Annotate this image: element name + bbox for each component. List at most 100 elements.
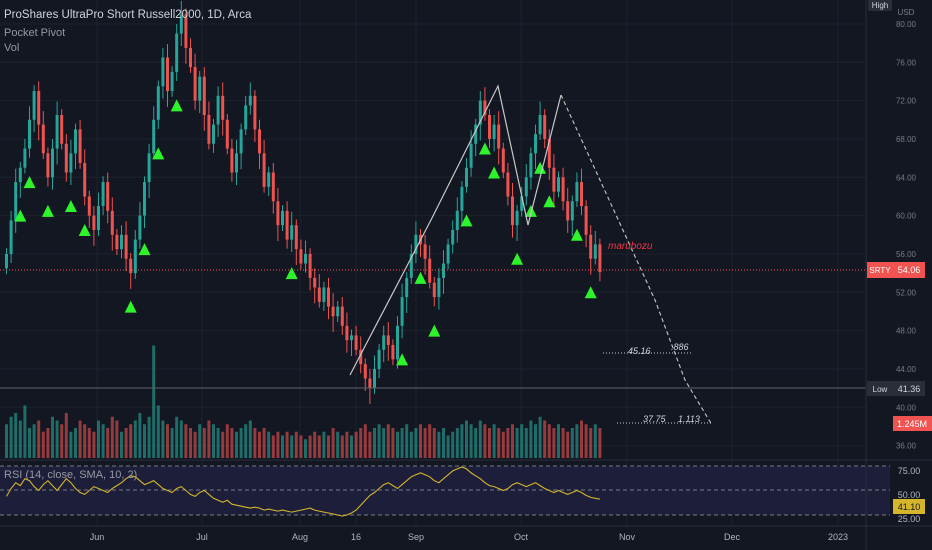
pocket-pivot-marker xyxy=(570,228,583,241)
candle-body xyxy=(285,210,289,240)
candle-body xyxy=(147,153,151,183)
candle-body xyxy=(212,124,215,144)
pocket-pivot-signals xyxy=(14,99,597,366)
volume-bar xyxy=(202,428,206,458)
pocket-pivot-marker xyxy=(152,147,165,160)
chart-title[interactable]: ProShares UltraPro Short Russell2000, 1D… xyxy=(4,9,252,21)
candle-body xyxy=(281,210,284,226)
volume-bar xyxy=(285,431,289,458)
low-value: 41.36 xyxy=(898,384,921,394)
volume-bar xyxy=(566,431,570,458)
volume-bar xyxy=(584,424,588,458)
symbol-name: ProShares UltraPro Short Russell2000 xyxy=(4,9,201,21)
volume-bar xyxy=(400,428,404,458)
volume-bar xyxy=(419,424,422,458)
low-badge xyxy=(867,381,893,396)
volume-bar xyxy=(138,413,142,458)
volume-bar xyxy=(363,424,367,458)
candle-body xyxy=(198,76,202,101)
volume-bar xyxy=(51,416,54,458)
volume-bar xyxy=(267,431,271,458)
price-tick-label: 40.00 xyxy=(896,403,917,412)
candle-body xyxy=(557,177,560,192)
candle-body xyxy=(276,201,280,226)
candle-body xyxy=(331,306,335,317)
candle-body xyxy=(143,182,146,216)
rsi-line xyxy=(6,466,601,517)
price-tick-label: 72.00 xyxy=(896,97,917,106)
candle-body xyxy=(179,14,183,34)
pocket-pivot-marker xyxy=(124,300,137,313)
rsi-lower-label: 25.00 xyxy=(898,514,921,524)
volume-bar xyxy=(442,428,445,458)
candle-body xyxy=(524,177,528,197)
candle-body xyxy=(271,172,275,202)
candle-body xyxy=(511,196,514,226)
candle-body xyxy=(110,210,114,235)
symbol-badge-label: SRTY xyxy=(869,266,891,275)
pocket-pivot-marker xyxy=(488,166,501,179)
volume-bar xyxy=(345,431,349,458)
volume-bar xyxy=(451,431,455,458)
volume-bar xyxy=(368,431,372,458)
candle-body xyxy=(253,95,257,130)
candle-body xyxy=(184,14,188,48)
candle-body xyxy=(368,378,372,389)
volume-bar xyxy=(198,424,202,458)
time-axis[interactable]: Jun Jul Aug 16 Sep Oct Nov Dec 2023 xyxy=(90,532,848,542)
candle-body xyxy=(506,172,510,197)
candle-body xyxy=(552,167,556,192)
volume-bar xyxy=(216,428,220,458)
candle-body xyxy=(575,182,579,202)
volume-bar xyxy=(156,405,160,458)
candlestick-series xyxy=(5,0,602,404)
candle-body xyxy=(437,277,441,298)
rsi-upper-label: 75.00 xyxy=(898,466,921,476)
volume-bar xyxy=(552,428,556,458)
volume-bar xyxy=(460,424,464,458)
candle-body xyxy=(350,335,353,341)
candle-body xyxy=(340,306,344,326)
candle-body xyxy=(235,153,238,173)
volume-bar xyxy=(474,428,478,458)
candle-body xyxy=(97,206,100,230)
volume-bar xyxy=(589,428,593,458)
volume-bar xyxy=(41,431,45,458)
candle-body xyxy=(37,91,41,125)
time-tick-label: 16 xyxy=(351,532,361,542)
candle-body xyxy=(598,244,602,273)
candle-body xyxy=(317,287,321,302)
volume-bar xyxy=(511,424,514,458)
candle-body xyxy=(391,345,395,360)
candle-body xyxy=(593,244,597,259)
candle-body xyxy=(248,95,252,106)
price-tick-label: 56.00 xyxy=(896,250,917,259)
volume-bar xyxy=(179,420,183,458)
volume-bar xyxy=(18,420,22,458)
volume-bar xyxy=(9,416,13,458)
indicator-volume[interactable]: Vol xyxy=(4,42,20,54)
price-tick-label: 44.00 xyxy=(896,365,917,374)
candle-body xyxy=(152,119,156,154)
volume-bar xyxy=(244,424,248,458)
price-axis[interactable]: 80.00 76.00 72.00 68.00 64.00 60.00 56.00 52.00… xyxy=(896,20,917,451)
fib1-price-label: 45.16 xyxy=(628,346,651,356)
candle-body xyxy=(405,277,409,298)
pattern-line[interactable] xyxy=(349,84,562,376)
candle-body xyxy=(175,33,179,72)
price-tick-label: 60.00 xyxy=(896,212,917,221)
volume-bar xyxy=(465,420,468,458)
volume-bar xyxy=(14,413,18,458)
candle-body xyxy=(538,115,542,135)
volume-bar xyxy=(92,431,96,458)
volume-bar xyxy=(253,428,257,458)
volume-bar xyxy=(69,431,73,458)
pocket-pivot-marker xyxy=(78,224,91,236)
indicator-rsi[interactable]: RSI (14, close, SMA, 10, 2) xyxy=(4,469,138,481)
candle-body xyxy=(244,105,248,130)
indicator-pocket-pivot[interactable]: Pocket Pivot xyxy=(4,27,66,39)
candle-body xyxy=(308,253,312,278)
volume-bar xyxy=(184,424,188,458)
projection-line[interactable] xyxy=(560,94,713,426)
